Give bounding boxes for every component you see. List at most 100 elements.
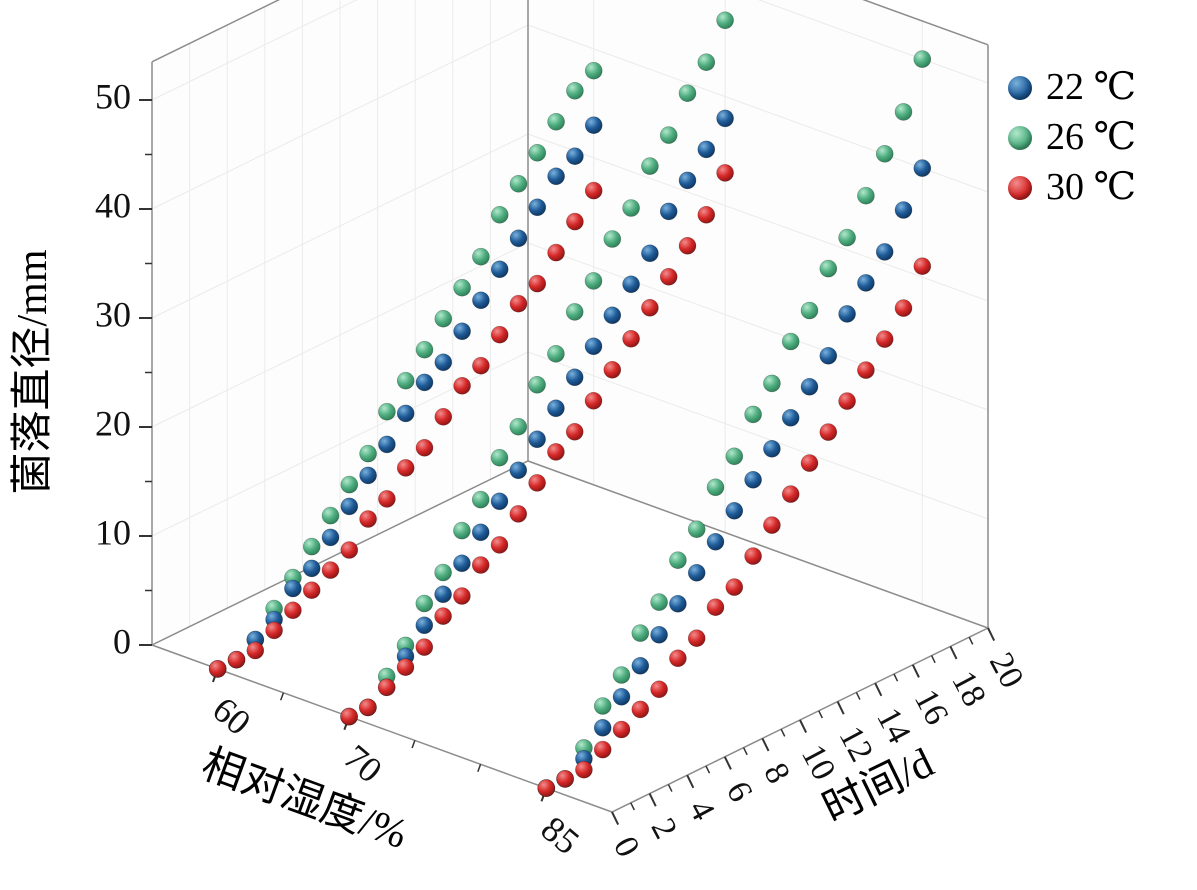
z-tick-label: 4 [681, 794, 722, 826]
y-tick-label: 20 [95, 403, 131, 443]
data-point [800, 454, 819, 472]
data-point [396, 658, 415, 677]
data-point [584, 181, 603, 200]
data-point [490, 448, 509, 467]
data-point [697, 206, 716, 224]
data-point [359, 510, 377, 528]
data-point [490, 206, 509, 224]
data-point [509, 461, 528, 480]
data-point [434, 309, 453, 328]
data-point [321, 506, 340, 525]
data-point [453, 278, 471, 297]
data-point [781, 408, 800, 427]
data-point [302, 559, 321, 578]
data-point [838, 305, 856, 323]
data-point [584, 116, 603, 134]
data-point [565, 422, 584, 441]
data-point [894, 103, 913, 121]
series-70-30c [340, 164, 734, 726]
data-point [208, 660, 227, 678]
data-point [838, 228, 856, 247]
legend-swatch-22c-icon [1008, 75, 1032, 100]
data-point [781, 485, 800, 503]
data-point [321, 561, 340, 579]
data-point [528, 144, 547, 162]
data-point [781, 332, 800, 351]
z-tick-label: 10 [794, 739, 843, 786]
data-point [528, 474, 546, 492]
data-point [641, 244, 659, 263]
data-point [490, 325, 509, 344]
data-point [415, 616, 434, 635]
data-point [669, 594, 687, 613]
z-tick-label: 0 [606, 831, 647, 863]
data-point [509, 294, 528, 313]
data-point [641, 298, 659, 317]
data-point [359, 466, 377, 485]
data-point [659, 126, 678, 144]
z-tick-label: 6 [719, 776, 760, 808]
data-point [603, 360, 622, 379]
data-point [894, 299, 913, 317]
data-point [340, 475, 359, 494]
data-point [547, 167, 565, 186]
data-point [490, 492, 509, 511]
data-point [359, 444, 377, 463]
data-point [913, 50, 932, 68]
data-point [490, 536, 509, 554]
legend-swatch-26c-icon [1008, 125, 1032, 150]
data-point [453, 322, 471, 341]
data-point [547, 399, 565, 418]
data-point [565, 303, 584, 321]
legend-swatch-30c-icon [1008, 175, 1032, 200]
data-point [706, 478, 725, 497]
data-point [800, 301, 819, 320]
data-point [650, 680, 668, 699]
data-point [875, 243, 894, 261]
legend: 22 ℃ 26 ℃ 30 ℃ [1008, 67, 1137, 208]
z-tick-label: 8 [756, 757, 797, 789]
data-point [566, 147, 584, 165]
legend-label-26c: 26 ℃ [1046, 115, 1137, 158]
data-point [631, 700, 650, 719]
data-point [434, 563, 452, 582]
data-point [378, 402, 396, 421]
y-tick-label: 50 [95, 76, 131, 116]
y-tick-label: 40 [95, 185, 131, 225]
data-point [377, 678, 396, 697]
data-point [678, 84, 697, 102]
data-point [359, 698, 377, 717]
data-point [659, 267, 678, 286]
data-point [687, 629, 706, 648]
data-point [472, 247, 490, 266]
data-point [547, 443, 565, 461]
data-point [453, 376, 471, 395]
data-point [913, 257, 932, 276]
data-point [763, 439, 781, 458]
data-point [378, 490, 396, 508]
data-point [716, 109, 734, 128]
data-point [434, 407, 453, 426]
data-point [725, 578, 744, 596]
data-point [453, 554, 471, 573]
data-point [763, 516, 781, 534]
data-point [584, 337, 603, 356]
y-axis-title: 菌落直径/mm [10, 249, 56, 494]
series-85-26c [537, 50, 932, 797]
data-point [744, 470, 762, 489]
data-point [547, 113, 565, 131]
data-point [415, 594, 434, 613]
data-point [875, 145, 894, 163]
data-point [612, 720, 631, 739]
data-point [894, 201, 913, 219]
data-point [434, 585, 452, 604]
data-point [340, 707, 358, 726]
data-point [875, 330, 894, 348]
data-point [622, 329, 640, 348]
data-point [415, 340, 434, 359]
data-point [593, 718, 612, 737]
data-point [565, 368, 584, 387]
data-point [612, 687, 631, 706]
data-point [650, 593, 668, 611]
data-point [537, 779, 556, 797]
